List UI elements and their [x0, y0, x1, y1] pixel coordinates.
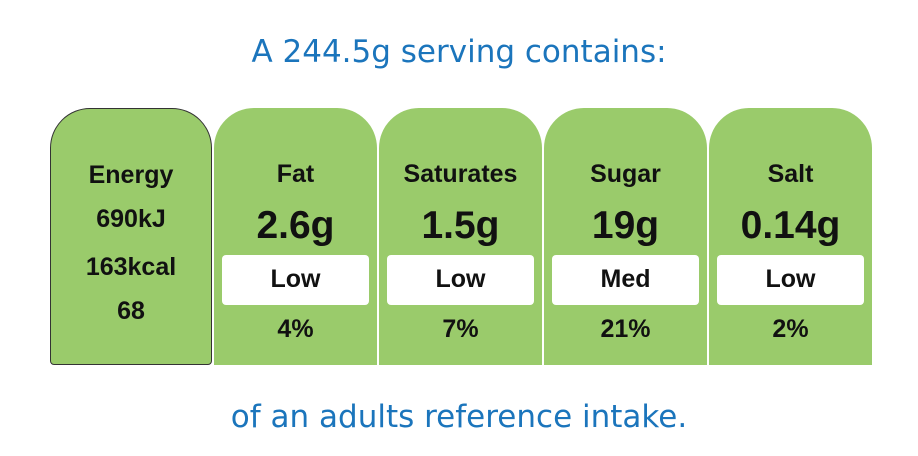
- level-box: [552, 255, 699, 305]
- nutrient-amount: 0.14g: [740, 204, 841, 247]
- nutrient-percent: 2%: [772, 315, 809, 343]
- energy-line: 690kJ: [96, 205, 166, 233]
- nutrient-card: Fat 2.6g Low 4%: [214, 108, 377, 365]
- nutrient-card: Saturates 1.5g Low 7%: [379, 108, 542, 365]
- nutrient-percent: 4%: [277, 315, 314, 343]
- energy-label: Energy: [88, 161, 174, 189]
- level-box: [387, 255, 534, 305]
- energy-line: 163kcal: [85, 253, 177, 281]
- nutrient-name: Sugar: [590, 160, 661, 188]
- nutrient-level: Low: [435, 265, 486, 293]
- nutrient-level: Low: [270, 265, 321, 293]
- nutrient-amount: 19g: [591, 204, 660, 247]
- nutrient-card: Salt 0.14g Low 2%: [709, 108, 872, 365]
- nutrient-amount: 1.5g: [421, 204, 500, 247]
- level-box: [222, 255, 369, 305]
- nutrient-level: Low: [765, 265, 816, 293]
- nutrient-card: Sugar 19g Med 21%: [544, 108, 707, 365]
- header-title: A 244.5g serving contains:: [251, 34, 667, 70]
- energy-card: Energy 690kJ 163kcal 68: [50, 108, 212, 365]
- nutrient-name: Salt: [767, 160, 814, 188]
- nutrient-level: Med: [600, 265, 651, 293]
- nutrient-name: Saturates: [403, 160, 518, 188]
- nutrient-name: Fat: [276, 160, 315, 188]
- level-box: [717, 255, 864, 305]
- nutrient-amount: 2.6g: [256, 204, 335, 247]
- nutrient-percent: 21%: [600, 315, 651, 343]
- nutrient-percent: 7%: [442, 315, 479, 343]
- footer-text: of an adults reference intake.: [230, 399, 688, 435]
- energy-line: 68: [117, 297, 145, 325]
